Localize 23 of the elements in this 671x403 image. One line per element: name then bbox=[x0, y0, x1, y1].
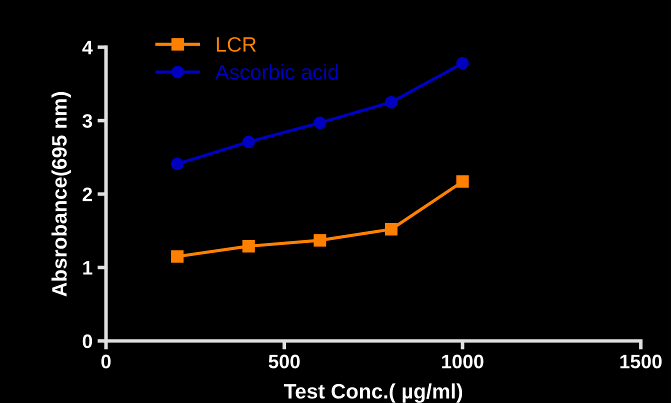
y-tick-label: 3 bbox=[82, 114, 92, 128]
point bbox=[384, 96, 398, 108]
x-tick-label: 500 bbox=[268, 354, 300, 368]
y-tick-label: 1 bbox=[83, 261, 92, 275]
y-axis-title: Absrobance(695 nm) bbox=[51, 92, 71, 297]
x-tick-label: 1000 bbox=[442, 354, 484, 368]
point bbox=[242, 136, 255, 148]
legend-label: LCR bbox=[216, 37, 256, 52]
point bbox=[314, 116, 326, 130]
point bbox=[456, 175, 469, 188]
point bbox=[171, 158, 184, 170]
point bbox=[384, 223, 398, 236]
y-tick-label: 0 bbox=[82, 334, 92, 348]
point bbox=[242, 240, 255, 252]
x-axis-title: Test Conc.( µg/ml) bbox=[284, 383, 462, 403]
point bbox=[314, 234, 326, 247]
legend-label: Ascorbic acid bbox=[215, 64, 338, 80]
point bbox=[171, 250, 184, 263]
point bbox=[456, 57, 469, 70]
x-tick-label: 0 bbox=[101, 354, 111, 368]
y-tick-label: 2 bbox=[82, 188, 92, 202]
x-tick-label: 1500 bbox=[620, 354, 662, 368]
y-tick-label: 4 bbox=[82, 40, 93, 54]
